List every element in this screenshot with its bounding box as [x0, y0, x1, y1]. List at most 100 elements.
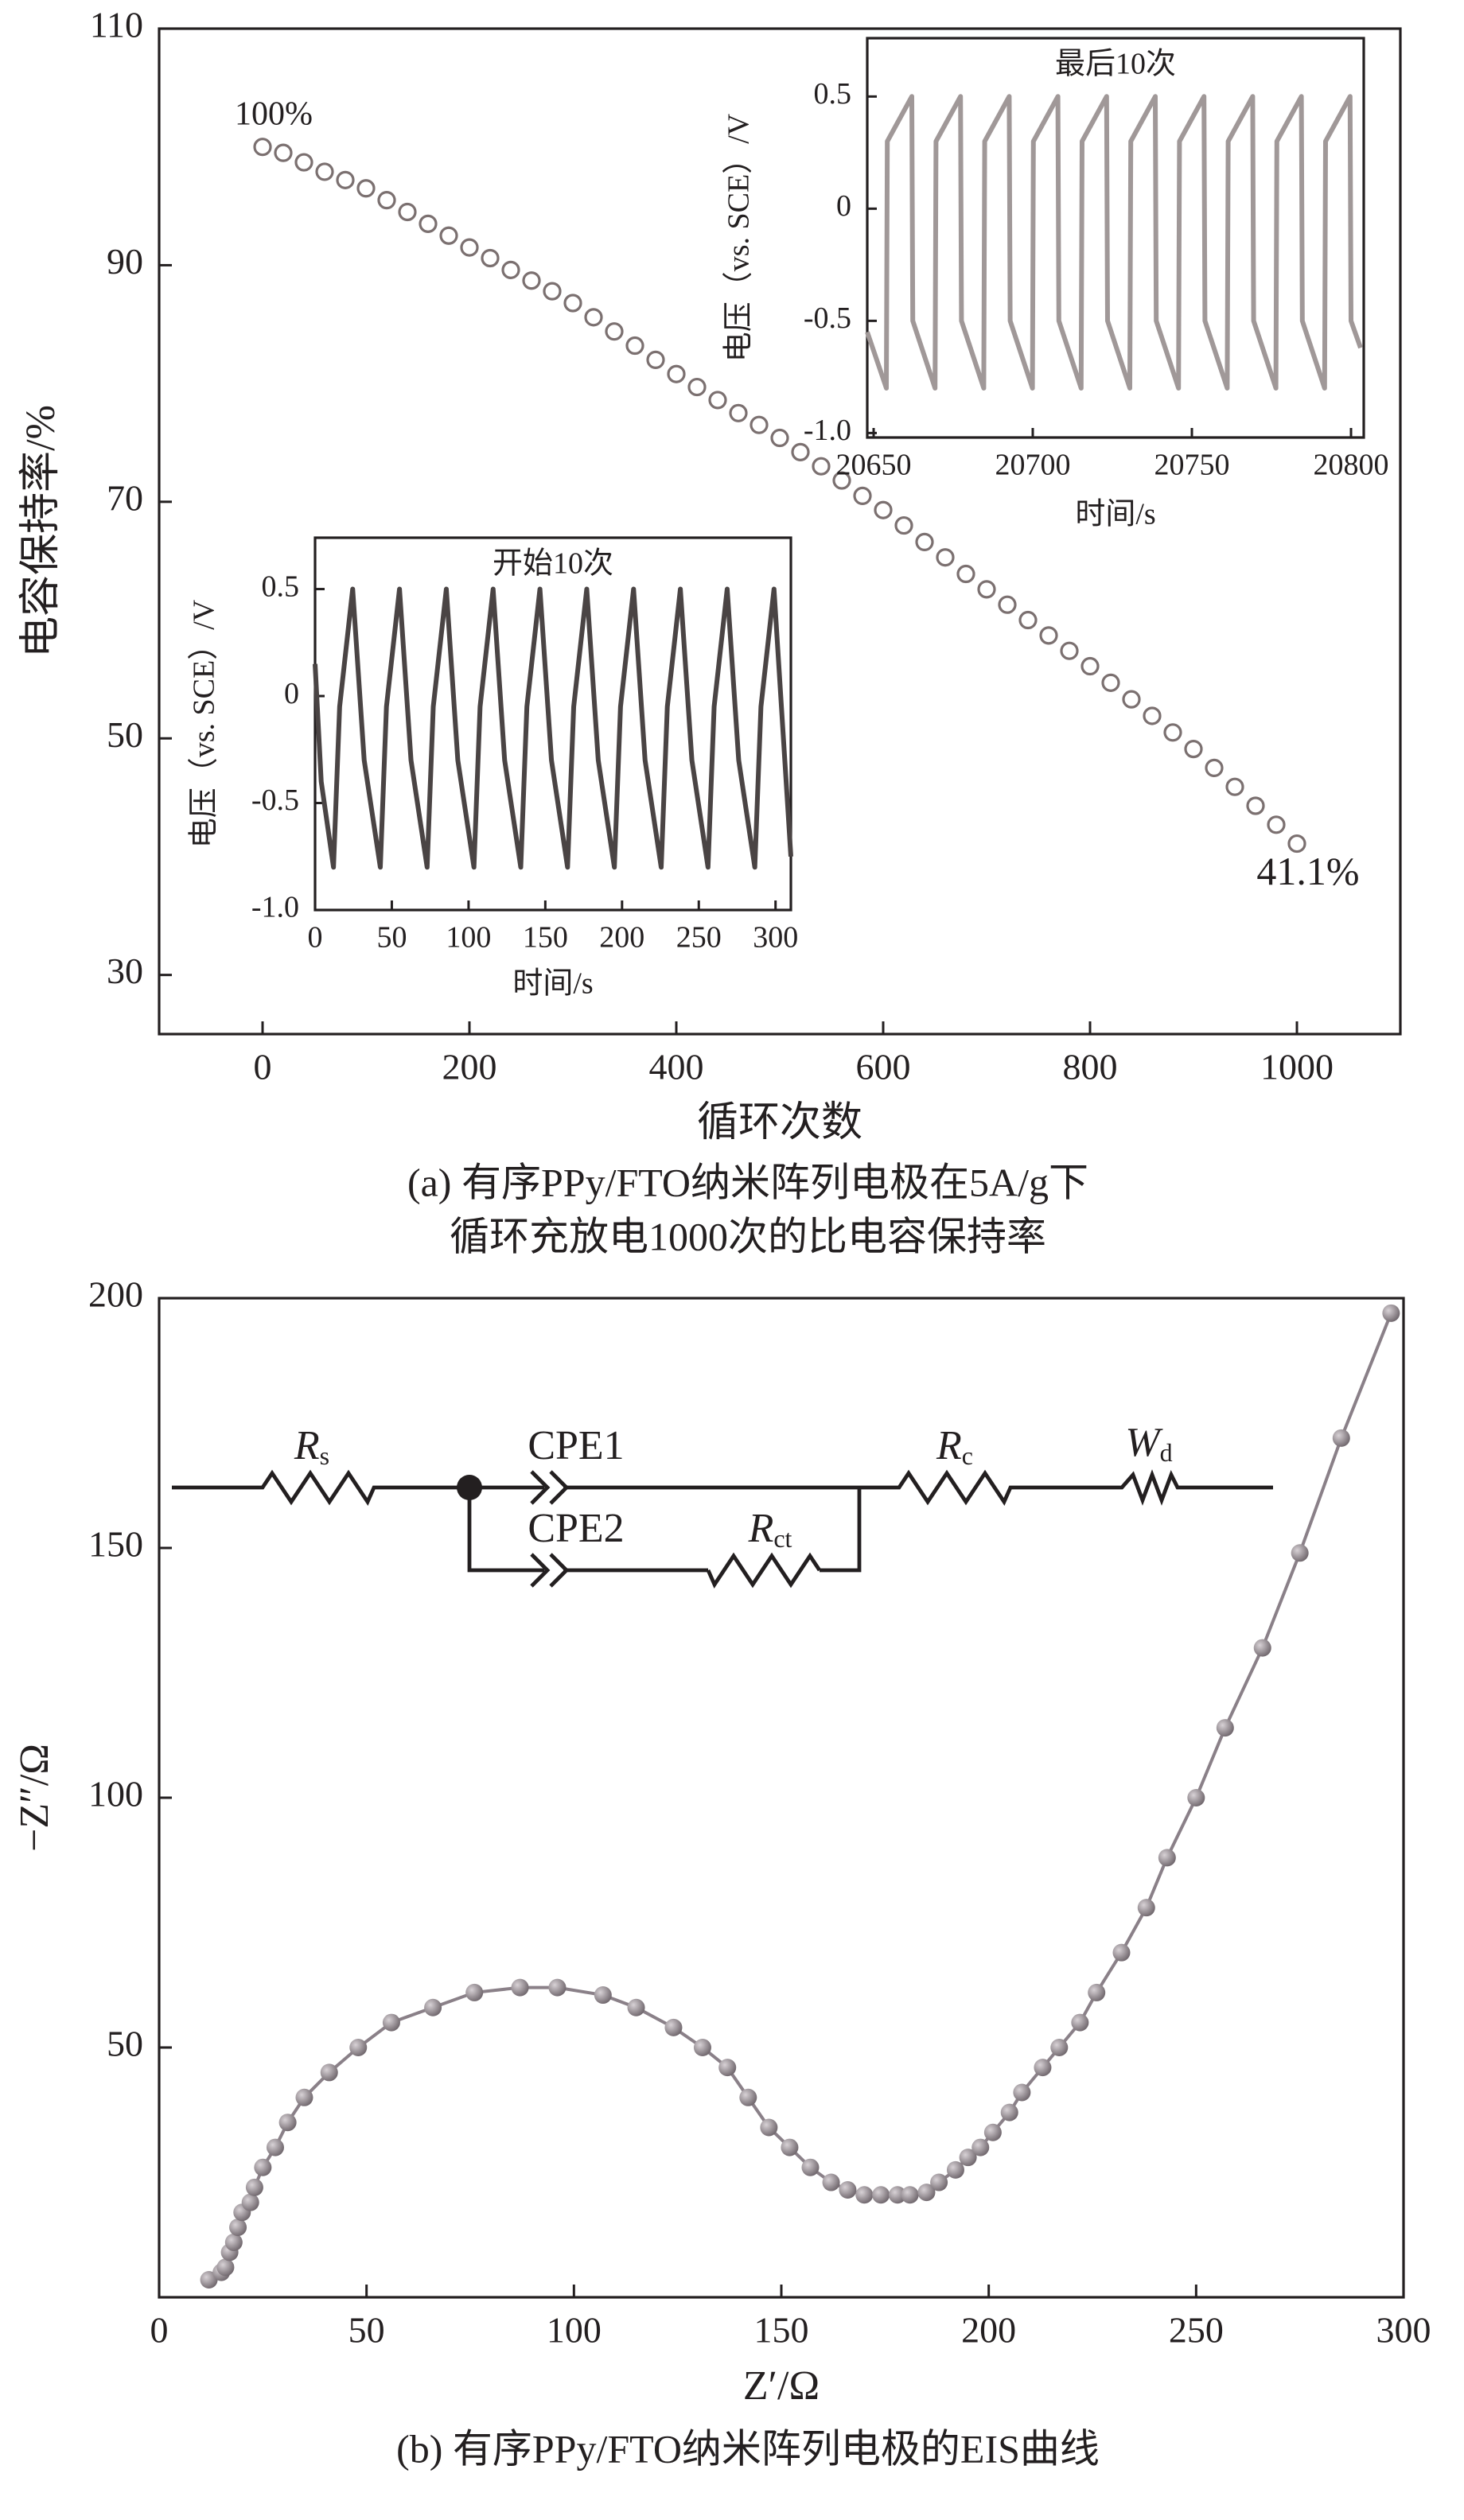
data-point — [936, 548, 955, 567]
x-tick-label: 20650 — [836, 449, 912, 482]
data-point — [594, 1986, 612, 2005]
y-tick-label: 200 — [88, 1274, 143, 1315]
plot-frame — [158, 27, 1402, 1036]
data-point — [522, 271, 541, 290]
data-point — [584, 308, 603, 327]
y-tick-label: -0.5 — [251, 784, 299, 817]
x-tick-label: 1000 — [1260, 1047, 1334, 1087]
cpe-symbol — [530, 1470, 570, 1588]
y-tick-label: 50 — [107, 714, 143, 755]
data-point — [1291, 1544, 1309, 1562]
x-tick-label: 150 — [523, 921, 568, 955]
caption: (b) 有序PPy/FTO纳米阵列电极的EIS曲线 — [396, 2426, 1100, 2471]
data-point — [419, 214, 438, 233]
circuit-label: CPE2 — [528, 1506, 624, 1551]
sub: d — [1160, 1438, 1173, 1467]
data-point — [667, 364, 686, 383]
y-tick-label: 0 — [284, 677, 299, 710]
data-point — [917, 2184, 936, 2202]
chart: 20650 20700 20750 20800 -1.0 -0.5 0 0.5 最后10次时间/… — [722, 37, 1389, 531]
x-tick-label: 20800 — [1314, 449, 1389, 482]
x-tick-label: 250 — [676, 921, 722, 955]
y-tick-label: 110 — [90, 5, 143, 45]
symbol: R — [294, 1423, 320, 1468]
data-point — [729, 403, 748, 422]
data-point — [605, 322, 624, 341]
chart: 0 200 400 600 800 100030507090110循环次数电容保持率/%(… — [18, 5, 1402, 1258]
data-point — [548, 1978, 567, 1997]
data-point — [1000, 2103, 1018, 2121]
circuit-label: Rs — [294, 1423, 329, 1470]
x-tick-label: 50 — [348, 2310, 385, 2351]
data-point — [1080, 656, 1100, 676]
x-axis-label: 循环次数 — [697, 1100, 862, 1145]
data-point — [1088, 1983, 1106, 2001]
data-point — [511, 1978, 529, 1997]
data-point — [382, 2013, 400, 2032]
data-point — [1253, 1639, 1271, 1657]
data-point — [295, 2088, 313, 2106]
data-point — [998, 595, 1017, 614]
data-point — [543, 282, 562, 301]
data-point — [278, 2114, 297, 2132]
y-tick-label: -1.0 — [804, 414, 851, 447]
annotation: 100% — [235, 95, 313, 132]
data-point — [693, 2039, 711, 2056]
data-point — [812, 457, 831, 476]
data-point — [481, 248, 500, 268]
circuit-label: Rc — [936, 1423, 973, 1470]
data-point — [1060, 641, 1079, 660]
x-tick-label: 300 — [753, 921, 798, 955]
data-point — [294, 153, 313, 172]
y-tick-label: -1.0 — [251, 891, 299, 924]
connector-line — [208, 1312, 1393, 2281]
data-point — [1382, 1304, 1400, 1322]
circuit: Rs CPE1 CPE2 Rct Rc Wd — [172, 1420, 1273, 1589]
sub: c — [962, 1441, 973, 1470]
data-point — [398, 202, 417, 222]
data-point — [254, 2158, 272, 2176]
data-point — [894, 515, 913, 535]
data-point — [770, 428, 789, 448]
data-line — [313, 586, 793, 870]
data-point — [224, 2233, 243, 2251]
x-tick-label: 400 — [649, 1047, 704, 1087]
sub: s — [320, 1441, 329, 1470]
wire — [172, 1469, 1273, 1573]
y-tick-label: 150 — [88, 1524, 143, 1565]
data-point — [315, 162, 334, 181]
data-point — [625, 336, 644, 356]
data-point — [1225, 777, 1244, 796]
y-axis-label: 电容保持率/% — [18, 405, 64, 658]
data-point — [760, 2118, 778, 2137]
x-axis-label: 时间/s — [1075, 498, 1155, 531]
data-point — [229, 2219, 247, 2237]
data-point — [1216, 1719, 1234, 1737]
data-point — [718, 2059, 737, 2077]
x-tick-label: 20750 — [1154, 449, 1230, 482]
x-tick-label: 200 — [442, 1047, 497, 1087]
data-point — [349, 2039, 368, 2056]
x-tick-label: 0 — [308, 921, 323, 955]
data-point — [791, 442, 810, 461]
data-point — [439, 226, 458, 245]
symbol: R — [748, 1506, 774, 1551]
data-point — [1267, 815, 1286, 834]
data-point — [216, 2258, 235, 2277]
data-point — [822, 2173, 840, 2191]
y-tick-label: 50 — [107, 2024, 143, 2064]
data-point — [687, 377, 707, 397]
chart: 0 50 100 150 200 250 300 50 100 150 200 Z′/Ω −Z″/Ω (b… — [12, 1274, 1431, 2471]
data-point — [377, 191, 396, 210]
data-point — [245, 2178, 263, 2196]
symbol: W — [1125, 1420, 1163, 1465]
caption: (a) 有序PPy/FTO纳米阵列电极在5A/g下 — [407, 1160, 1088, 1204]
y-tick-label: 70 — [107, 477, 143, 518]
data-point — [781, 2138, 799, 2156]
data-point — [1163, 723, 1182, 742]
data-point — [1101, 673, 1120, 692]
y-tick-label: 30 — [107, 951, 143, 991]
y-axis-label: −Z″/Ω — [12, 1744, 57, 1852]
data-point — [930, 2173, 948, 2191]
x-tick-label: 200 — [599, 921, 644, 955]
